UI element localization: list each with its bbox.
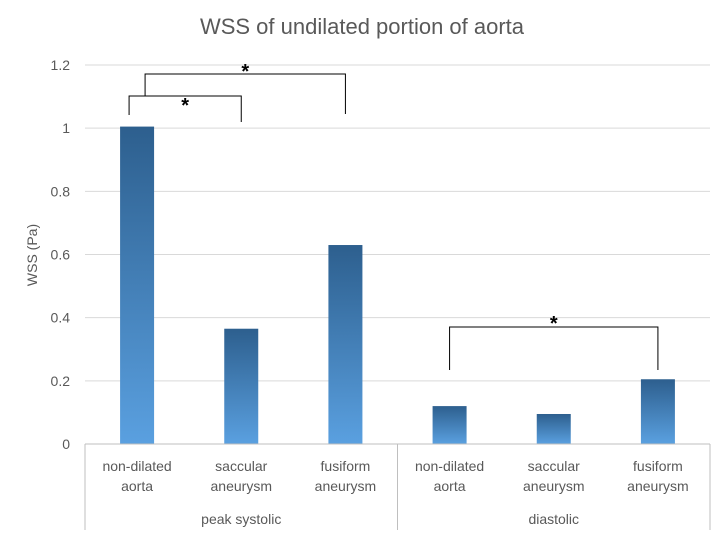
significance-star: * (241, 61, 249, 83)
category-label-line1: non-dilated (102, 458, 171, 474)
significance-bracket (449, 326, 659, 370)
category-label-line2: aorta (121, 478, 153, 494)
significance-bracket (128, 95, 242, 122)
bar (640, 379, 675, 444)
category-label-line2: aneurysm (315, 478, 376, 494)
bar (328, 245, 363, 444)
y-tick-label: 0.8 (51, 183, 71, 199)
category-label-line1: saccular (215, 458, 267, 474)
significance-star: * (181, 95, 189, 117)
category-label-line2: aneurysm (211, 478, 272, 494)
bars (120, 126, 675, 445)
significance-brackets: * * * (128, 61, 659, 370)
y-tick-label: 1.2 (51, 57, 71, 73)
x-axis: non-dilated aorta saccular aneurysm fusiform… (84, 443, 711, 530)
y-tick-label: 0.2 (51, 373, 71, 389)
bar (224, 328, 259, 444)
bar (432, 406, 467, 444)
category-label-line1: fusiform (633, 458, 683, 474)
category-label-line2: aorta (434, 478, 466, 494)
chart-title: WSS of undilated portion of aorta (200, 14, 525, 39)
bar (536, 413, 571, 444)
bar (120, 126, 155, 445)
category-label-line2: aneurysm (523, 478, 584, 494)
significance-bracket (144, 73, 346, 114)
category-label-line1: non-dilated (415, 458, 484, 474)
y-axis-title: WSS (Pa) (24, 224, 40, 286)
category-label-line1: saccular (528, 458, 580, 474)
group-label: peak systolic (201, 511, 281, 527)
gridlines (85, 64, 710, 382)
category-label-line1: fusiform (321, 458, 371, 474)
y-tick-label: 0 (62, 436, 70, 452)
category-label-line2: aneurysm (627, 478, 688, 494)
y-axis-ticks: 0 0.2 0.4 0.6 0.8 1 1.2 (51, 57, 71, 452)
y-tick-label: 0.4 (51, 310, 71, 326)
group-label: diastolic (528, 511, 579, 527)
y-tick-label: 0.6 (51, 247, 71, 263)
significance-star: * (550, 313, 558, 335)
y-tick-label: 1 (62, 120, 70, 136)
